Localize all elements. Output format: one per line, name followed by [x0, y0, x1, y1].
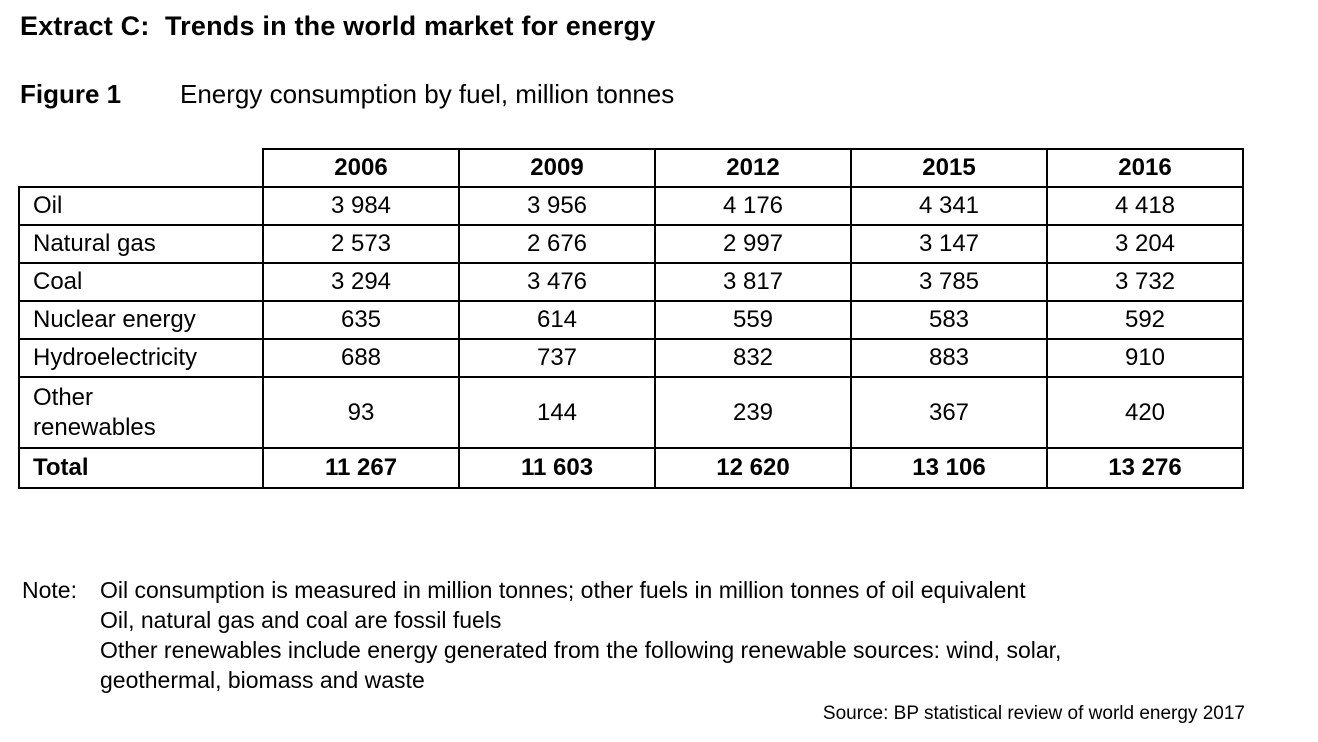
- row-label-other-renewables: Other renewables: [18, 376, 264, 449]
- cell-nuclear-2012: 559: [654, 300, 852, 340]
- cell-renew-2015: 367: [850, 376, 1048, 449]
- note-lines: Oil consumption is measured in million t…: [100, 575, 1318, 695]
- cell-hydro-2016: 910: [1046, 338, 1244, 378]
- note-label: Note:: [22, 577, 77, 603]
- table-header-row: 2006 2009 2012 2015 2016: [19, 148, 1244, 188]
- table-row-oil: Oil 3 984 3 956 4 176 4 341 4 418: [18, 186, 1244, 226]
- column-header-2009: 2009: [458, 148, 656, 188]
- row-label-nuclear: Nuclear energy: [18, 300, 264, 340]
- cell-oil-2012: 4 176: [654, 186, 852, 226]
- energy-consumption-table: 2006 2009 2012 2015 2016 Oil 3 984 3 956…: [18, 148, 1244, 489]
- table-row-hydro: Hydroelectricity 688 737 832 883 910: [18, 338, 1244, 378]
- cell-gas-2016: 3 204: [1046, 224, 1244, 264]
- note-block: Note: Oil consumption is measured in mil…: [22, 575, 1318, 695]
- cell-gas-2012: 2 997: [654, 224, 852, 264]
- cell-oil-2016: 4 418: [1046, 186, 1244, 226]
- cell-hydro-2009: 737: [458, 338, 656, 378]
- cell-nuclear-2009: 614: [458, 300, 656, 340]
- cell-total-2009: 11 603: [458, 447, 656, 489]
- table-row-coal: Coal 3 294 3 476 3 817 3 785 3 732: [18, 262, 1244, 302]
- note-line-2: Oil, natural gas and coal are fossil fue…: [100, 607, 502, 633]
- note-line-3: Other renewables include energy generate…: [100, 637, 1062, 663]
- cell-gas-2015: 3 147: [850, 224, 1048, 264]
- column-header-2006: 2006: [262, 148, 460, 188]
- cell-nuclear-2016: 592: [1046, 300, 1244, 340]
- figure-caption-line: Figure 1 Energy consumption by fuel, mill…: [20, 78, 1318, 110]
- cell-coal-2016: 3 732: [1046, 262, 1244, 302]
- cell-nuclear-2006: 635: [262, 300, 460, 340]
- cell-oil-2015: 4 341: [850, 186, 1048, 226]
- table-row-natural-gas: Natural gas 2 573 2 676 2 997 3 147 3 20…: [18, 224, 1244, 264]
- cell-coal-2006: 3 294: [262, 262, 460, 302]
- source-attribution: Source: BP statistical review of world e…: [822, 703, 1245, 724]
- row-label-hydro: Hydroelectricity: [18, 338, 264, 378]
- cell-coal-2015: 3 785: [850, 262, 1048, 302]
- cell-total-2012: 12 620: [654, 447, 852, 489]
- cell-nuclear-2015: 583: [850, 300, 1048, 340]
- row-label-total: Total: [18, 447, 264, 489]
- page-title: Extract C: Trends in the world market fo…: [20, 11, 656, 41]
- cell-renew-2012: 239: [654, 376, 852, 449]
- cell-gas-2006: 2 573: [262, 224, 460, 264]
- cell-hydro-2012: 832: [654, 338, 852, 378]
- cell-hydro-2006: 688: [262, 338, 460, 378]
- cell-total-2006: 11 267: [262, 447, 460, 489]
- column-header-2016: 2016: [1046, 148, 1244, 188]
- cell-hydro-2015: 883: [850, 338, 1048, 378]
- column-header-2012: 2012: [654, 148, 852, 188]
- table-row-other-renewables: Other renewables 93 144 239 367 420: [18, 376, 1244, 449]
- row-label-coal: Coal: [18, 262, 264, 302]
- column-header-2015: 2015: [850, 148, 1048, 188]
- table-row-total: Total 11 267 11 603 12 620 13 106 13 276: [18, 447, 1244, 489]
- note-line-4: geothermal, biomass and waste: [100, 667, 425, 693]
- document-page: Extract C: Trends in the world market fo…: [0, 10, 1318, 742]
- cell-coal-2012: 3 817: [654, 262, 852, 302]
- cell-renew-2006: 93: [262, 376, 460, 449]
- cell-gas-2009: 2 676: [458, 224, 656, 264]
- cell-renew-2009: 144: [458, 376, 656, 449]
- corner-cell: [19, 149, 263, 187]
- cell-renew-2016: 420: [1046, 376, 1244, 449]
- row-label-natural-gas: Natural gas: [18, 224, 264, 264]
- figure-label: Figure 1: [20, 79, 122, 109]
- cell-oil-2009: 3 956: [458, 186, 656, 226]
- note-line-1: Oil consumption is measured in million t…: [100, 577, 1026, 603]
- cell-total-2015: 13 106: [850, 447, 1048, 489]
- cell-coal-2009: 3 476: [458, 262, 656, 302]
- table-row-nuclear: Nuclear energy 635 614 559 583 592: [18, 300, 1244, 340]
- cell-oil-2006: 3 984: [262, 186, 460, 226]
- cell-total-2016: 13 276: [1046, 447, 1244, 489]
- figure-caption: Energy consumption by fuel, million tonn…: [180, 79, 675, 109]
- row-label-oil: Oil: [18, 186, 264, 226]
